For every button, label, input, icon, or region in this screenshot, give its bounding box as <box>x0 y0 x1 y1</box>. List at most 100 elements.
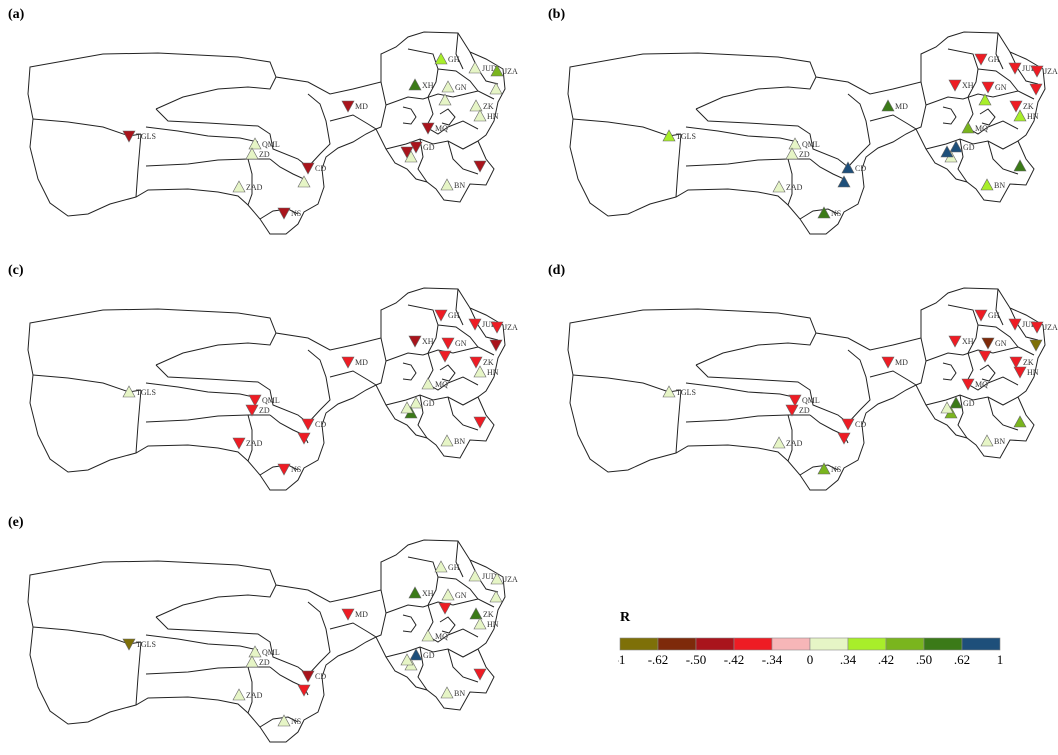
region-boundary <box>247 414 253 462</box>
region-boundary <box>695 108 849 168</box>
legend-tick-label: -.34 <box>762 652 783 667</box>
region-boundary <box>925 346 1019 362</box>
station-marker-gh <box>974 309 988 322</box>
station-label-tgls: TGLS <box>676 132 696 141</box>
station-label-zk: ZK <box>1023 102 1034 111</box>
station-marker-qml <box>788 137 802 150</box>
station-label-zad: ZAD <box>246 439 263 448</box>
station-marker-zd <box>245 404 259 417</box>
station-marker-dr <box>940 401 954 414</box>
station-label-gd: GD <box>963 143 975 152</box>
legend: R -1 -.62 -.50 -.42 -.34 0 .34 .42 .50 .62 1 <box>618 610 1018 670</box>
station-marker-jud <box>1008 62 1022 75</box>
station-marker-ys <box>837 432 851 445</box>
station-label-ns: NS <box>831 465 841 474</box>
region-boundary <box>942 106 957 125</box>
map-panel-e: (e) GH JUD JZA GN XH ZK HN BN MD MQ GD CD TGLS QML ZD Z… <box>8 515 518 755</box>
station-marker-bn <box>440 178 454 191</box>
station-label-gh: GH <box>448 55 460 64</box>
legend-tick-label: 1 <box>997 652 1004 667</box>
region-boundary <box>145 666 270 675</box>
region-boundary <box>965 96 1019 135</box>
region-boundary <box>155 364 309 424</box>
station-marker-gn <box>981 337 995 350</box>
station-marker-ns <box>277 714 291 727</box>
region-boundary <box>437 576 495 608</box>
region-boundary <box>247 158 253 206</box>
station-label-jza: JZA <box>1044 67 1058 76</box>
region-boundary <box>145 126 259 143</box>
region-boundary <box>155 76 277 110</box>
station-label-zad: ZAD <box>246 183 263 192</box>
station-marker-gh <box>434 309 448 322</box>
station-marker-zk <box>1009 356 1023 369</box>
station-label-jza: JZA <box>1044 323 1058 332</box>
region-boundary <box>385 598 479 614</box>
station-marker-gh <box>434 560 448 573</box>
legend-swatch <box>923 637 963 651</box>
station-label-bn: BN <box>994 437 1005 446</box>
station-label-md: MD <box>355 610 368 619</box>
region-boundary <box>32 118 142 137</box>
region-boundary <box>375 337 387 386</box>
station-marker-gd <box>409 648 423 661</box>
region-boundary <box>685 414 810 423</box>
station-marker-xh <box>948 79 962 92</box>
region-boundary <box>329 114 377 130</box>
station-marker-zad <box>232 688 246 701</box>
region-boundary <box>455 32 464 70</box>
station-marker-zad <box>772 180 786 193</box>
legend-tick-label: .62 <box>954 652 970 667</box>
region-boundary <box>402 106 417 125</box>
legend-swatch <box>619 637 659 651</box>
station-marker-md <box>881 99 895 112</box>
station-marker-qml <box>248 394 262 407</box>
station-label-jud: JUD <box>482 572 497 581</box>
region-boundary <box>385 646 479 658</box>
station-label-zd: ZD <box>259 406 270 415</box>
station-label-mq: MQ <box>435 632 448 641</box>
station-marker-cd <box>841 418 855 431</box>
region-boundary <box>787 158 793 206</box>
station-marker-gn <box>441 588 455 601</box>
station-marker-gn <box>981 81 995 94</box>
region-boundary <box>135 389 142 454</box>
station-marker-hn <box>473 109 487 122</box>
station-label-md: MD <box>895 358 908 367</box>
region-boundary <box>27 31 506 235</box>
region-boundary <box>385 394 479 406</box>
station-marker-zd <box>785 404 799 417</box>
station-marker-gh <box>434 52 448 65</box>
station-label-gd: GD <box>423 651 435 660</box>
legend-tick-label: .34 <box>840 652 857 667</box>
region-boundary <box>259 716 299 728</box>
region-boundary <box>915 81 927 130</box>
station-label-bn: BN <box>454 689 465 698</box>
station-label-hn: HN <box>487 112 499 121</box>
station-label-zad: ZAD <box>786 439 803 448</box>
station-marker-hn <box>1013 109 1027 122</box>
region-boundary <box>425 352 479 391</box>
station-label-zad: ZAD <box>786 183 803 192</box>
station-label-hn: HN <box>487 368 499 377</box>
region-boundary <box>417 646 428 691</box>
station-marker-zad <box>232 437 246 450</box>
station-label-mq: MQ <box>435 380 448 389</box>
station-marker-jud <box>1008 318 1022 331</box>
region-boundary <box>799 208 839 220</box>
station-marker-jza <box>490 572 504 585</box>
station-label-mq: MQ <box>435 124 448 133</box>
station-label-gn: GN <box>455 339 467 348</box>
station-marker-rq <box>438 93 452 106</box>
station-label-gh: GH <box>448 563 460 572</box>
region-boundary <box>32 374 142 393</box>
legend-swatch <box>809 637 849 651</box>
station-label-tgls: TGLS <box>136 640 156 649</box>
station-marker-ns <box>277 463 291 476</box>
region-boundary <box>695 76 817 110</box>
station-marker-tgls <box>662 385 676 398</box>
legend-swatch <box>657 637 697 651</box>
